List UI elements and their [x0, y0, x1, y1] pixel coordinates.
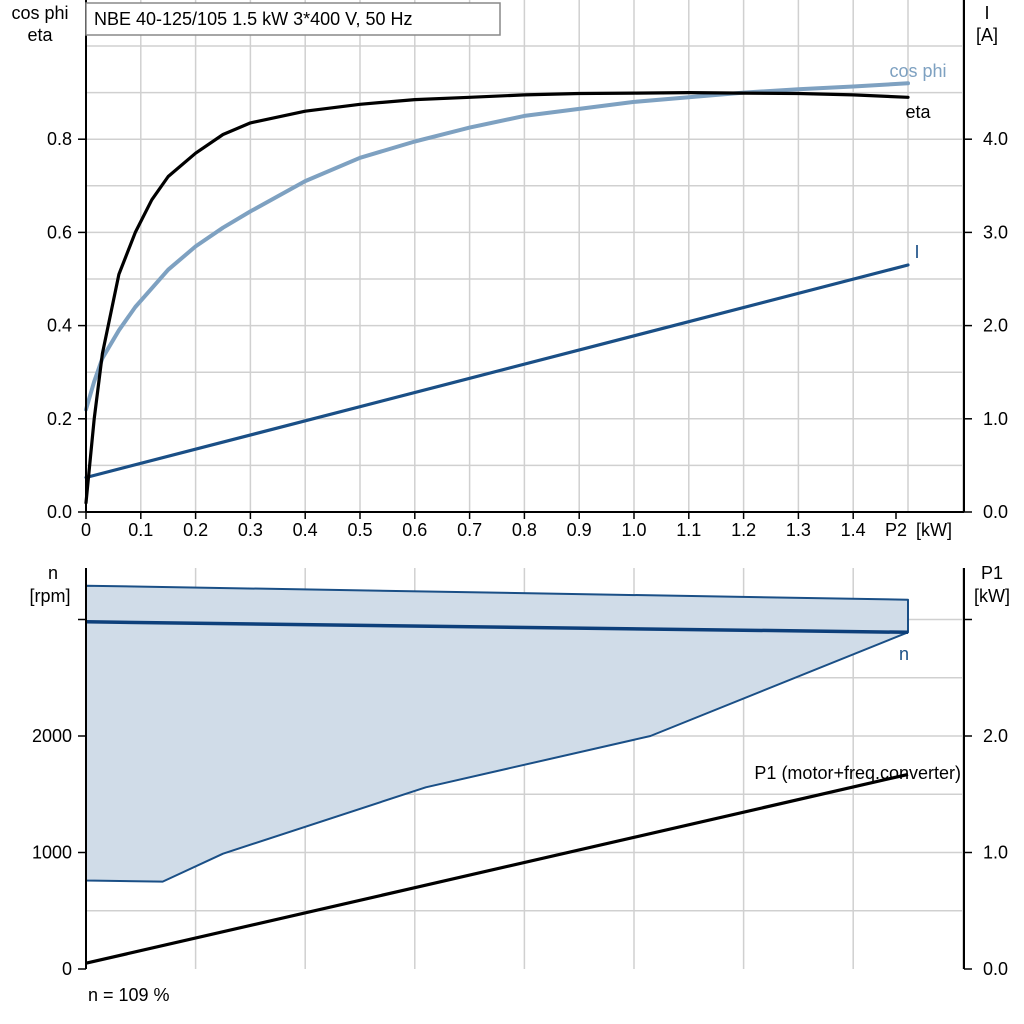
speed-percent-footnote: n = 109 %: [88, 985, 170, 1005]
top-left-label-1: cos phi: [11, 3, 68, 23]
top-tick-labels: 0 0.1 0.2 0.3 0.4 0.5 0.6 0.7 0.8 0.9 1.0 1.1 1.2 1.3…: [47, 129, 1008, 540]
bottom-y-right-tick-label: 1.0: [983, 843, 1008, 863]
x-tick-label: 0.6: [402, 520, 427, 540]
top-right-label-2: [A]: [976, 25, 998, 45]
x-tick-label: 1.4: [841, 520, 866, 540]
current-annotation: I: [914, 242, 919, 262]
x-tick-label: 1.2: [731, 520, 756, 540]
x-tick-label: 0.1: [128, 520, 153, 540]
top-right-label-1: I: [984, 3, 989, 23]
x-tick-label: 1.0: [621, 520, 646, 540]
eta-curve: [84, 90, 910, 505]
bottom-y-left-tick-label: 2000: [32, 726, 72, 746]
x-tick-label: 0.7: [457, 520, 482, 540]
cos-phi-curve: [84, 81, 910, 412]
speed-range-band: [85, 584, 909, 883]
x-tick-label: 0.8: [512, 520, 537, 540]
y-right-tick-label: 2.0: [983, 316, 1008, 336]
eta-annotation: eta: [905, 102, 931, 122]
top-grid: [86, 0, 964, 512]
x-tick-label: 0: [81, 520, 91, 540]
y-left-tick-label: 0.2: [47, 409, 72, 429]
y-left-tick-label: 0.8: [47, 129, 72, 149]
title-box: NBE 40-125/105 1.5 kW 3*400 V, 50 Hz: [85, 2, 501, 36]
y-right-tick-label: 0.0: [983, 502, 1008, 522]
bottom-left-label-2: [rpm]: [29, 586, 70, 606]
y-right-tick-label: 3.0: [983, 222, 1008, 242]
bottom-tick-labels: 0 1000 2000 0.0 1.0 2.0: [32, 618, 1008, 979]
current-curve: [84, 263, 910, 480]
y-left-tick-label: 0.0: [47, 502, 72, 522]
y-left-tick-label: 0.4: [47, 316, 72, 336]
x-tick-label: 1.3: [786, 520, 811, 540]
bottom-y-left-tick-label: 0: [62, 959, 72, 979]
y-right-tick-label: 4.0: [983, 129, 1008, 149]
x-tick-label: P2: [885, 520, 907, 540]
y-right-tick-label: 1.0: [983, 409, 1008, 429]
speed-curve: [85, 620, 909, 635]
x-tick-label: 0.9: [567, 520, 592, 540]
bottom-series: [85, 584, 909, 965]
x-tick-label: 0.5: [347, 520, 372, 540]
top-series: [84, 81, 910, 505]
y-left-tick-label: 0.6: [47, 222, 72, 242]
p1-curve: [85, 772, 909, 965]
x-tick-label: 0.2: [183, 520, 208, 540]
x-tick-label: 0.4: [293, 520, 318, 540]
p1-annotation: P1 (motor+freq.converter): [754, 763, 961, 783]
speed-annotation: n: [899, 644, 909, 664]
x-axis-unit-label: [kW]: [916, 520, 952, 540]
bottom-left-label-1: n: [48, 563, 58, 583]
x-tick-label: 0.3: [238, 520, 263, 540]
bottom-right-label-2: [kW]: [974, 586, 1010, 606]
cos-phi-annotation: cos phi: [889, 61, 946, 81]
chart-title: NBE 40-125/105 1.5 kW 3*400 V, 50 Hz: [94, 9, 413, 29]
bottom-y-left-tick-label: 1000: [32, 843, 72, 863]
x-tick-label: 1.1: [676, 520, 701, 540]
bottom-y-right-tick-label: 0.0: [983, 959, 1008, 979]
bottom-right-label-1: P1: [981, 563, 1003, 583]
top-left-label-2: eta: [27, 25, 53, 45]
bottom-y-right-tick-label: 2.0: [983, 726, 1008, 746]
